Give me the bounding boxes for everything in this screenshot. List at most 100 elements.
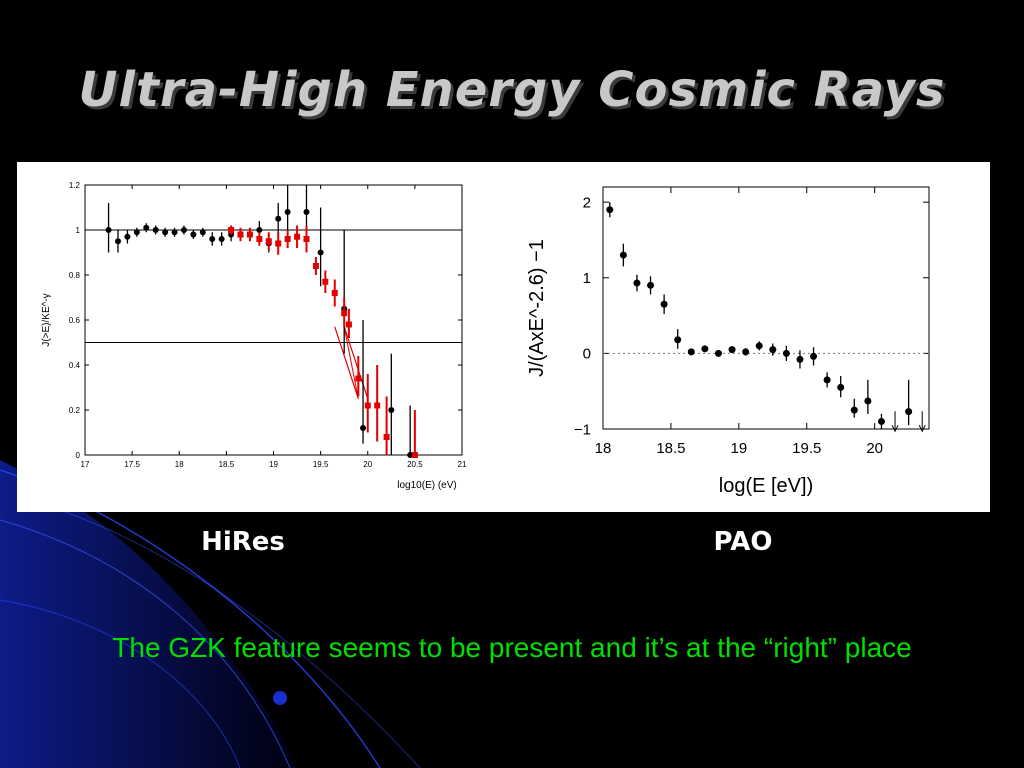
data-point-red (303, 236, 310, 242)
data-point (303, 209, 310, 215)
data-point (199, 229, 206, 236)
y-tick-label: 2 (583, 194, 591, 211)
y-tick-label: 1.2 (69, 181, 81, 190)
x-tick-label: 18 (595, 440, 612, 457)
pao-caption: PAO (713, 527, 773, 557)
data-point (877, 417, 885, 425)
pao-chart-panel: 18 18.5 19 19.5 20 −1 0 1 2 log(E [eV]) J/(AxE^-2.… (505, 162, 990, 512)
x-axis-label: log10(E) (eV) (397, 480, 456, 491)
data-point (407, 452, 414, 458)
data-point (218, 236, 225, 242)
data-point-red (364, 402, 371, 409)
decor-arc-3 (0, 599, 241, 768)
data-point (687, 348, 695, 356)
data-point (647, 281, 655, 289)
y-axis-label: J(>E)/KE^-γ (41, 293, 52, 346)
data-point (143, 224, 150, 231)
data-point-red (341, 310, 348, 317)
data-point-red (322, 278, 329, 285)
decor-arc-2 (0, 519, 291, 768)
data-point (701, 345, 709, 353)
upper-limit-arrow (918, 424, 926, 433)
data-point (796, 355, 804, 363)
data-point (180, 227, 187, 233)
data-point-red (265, 238, 272, 245)
data-point (190, 231, 197, 238)
hires-caption: HiRes (201, 527, 285, 557)
data-point (660, 300, 668, 308)
x-tick-label: 17 (81, 460, 90, 469)
data-point (275, 215, 282, 222)
data-point (782, 349, 790, 357)
x-tick-label: 18 (175, 460, 184, 469)
decor-dot (273, 691, 287, 705)
fit-band-lower (334, 326, 359, 399)
hires-chart-panel: 17 17.5 18 18.5 19 19.5 20 20.5 21 0 0.2 0.4 0.6 0.8 1… (17, 162, 505, 512)
data-point (810, 352, 818, 360)
data-point (171, 229, 178, 236)
y-tick-label: 0.4 (69, 361, 81, 370)
data-point-red (284, 236, 291, 242)
plot-frame (602, 186, 930, 430)
y-tick-label: 0.8 (69, 271, 81, 280)
y-tick-label: 0 (76, 451, 81, 460)
x-tick-label: 17.5 (124, 460, 140, 469)
data-point-red (275, 240, 282, 247)
data-point (105, 227, 112, 233)
data-point (823, 376, 831, 384)
data-point (769, 346, 777, 354)
data-point-red (256, 236, 263, 242)
data-point (633, 279, 641, 287)
data-point (284, 209, 291, 215)
data-point (619, 251, 627, 259)
y-tick-label: 0.2 (69, 406, 81, 415)
fit-band-diagonal (343, 326, 359, 399)
data-point (864, 397, 872, 405)
data-point (755, 342, 763, 350)
data-point (714, 349, 722, 357)
data-point-red (228, 227, 235, 233)
y-tick-label: 0.6 (69, 316, 81, 325)
y-tick-label: −1 (574, 421, 591, 438)
data-point (114, 238, 121, 245)
upper-limit-arrow (891, 424, 899, 433)
data-point (606, 206, 614, 214)
data-point-red (383, 434, 390, 440)
y-tick-label: 1 (76, 226, 81, 235)
data-point (905, 408, 913, 416)
data-point-red (374, 402, 381, 409)
data-point-red (237, 231, 244, 238)
data-point (850, 406, 858, 414)
data-point (360, 425, 367, 431)
y-tick-label: 0 (583, 346, 591, 363)
x-tick-label: 19 (730, 440, 747, 457)
conclusion-text: The GZK feature seems to be present and … (112, 632, 912, 663)
decor-arc-4 (59, 509, 421, 768)
x-tick-label: 18.5 (219, 460, 235, 469)
slide-title: Ultra-High Energy Cosmic Rays (78, 62, 946, 118)
pao-chart: 18 18.5 19 19.5 20 −1 0 1 2 log(E [eV]) J/(AxE^-2.… (526, 186, 930, 497)
y-tick-label: 1 (583, 270, 591, 287)
x-tick-label: 20 (363, 460, 372, 469)
data-point (209, 236, 216, 242)
data-point (317, 249, 324, 256)
data-point (674, 336, 682, 344)
data-point-red (355, 375, 362, 382)
x-tick-label: 19.5 (792, 440, 821, 457)
data-point (256, 227, 263, 233)
hires-chart: 17 17.5 18 18.5 19 19.5 20 20.5 21 0 0.2 0.4 0.6 0.8 1… (41, 181, 467, 491)
fit-band-upper (343, 326, 369, 399)
data-point (837, 383, 845, 391)
y-axis-label: J/(AxE^-2.6) −1 (526, 239, 548, 377)
data-point-red (294, 233, 301, 240)
x-tick-label: 18.5 (656, 440, 685, 457)
x-tick-label: 20 (866, 440, 883, 457)
data-point (742, 348, 750, 356)
data-point-red (345, 321, 352, 328)
data-point (152, 227, 159, 233)
data-point-red (411, 452, 418, 458)
data-point-red (312, 263, 319, 269)
data-point-red (331, 290, 338, 296)
x-tick-label: 19.5 (313, 460, 329, 469)
